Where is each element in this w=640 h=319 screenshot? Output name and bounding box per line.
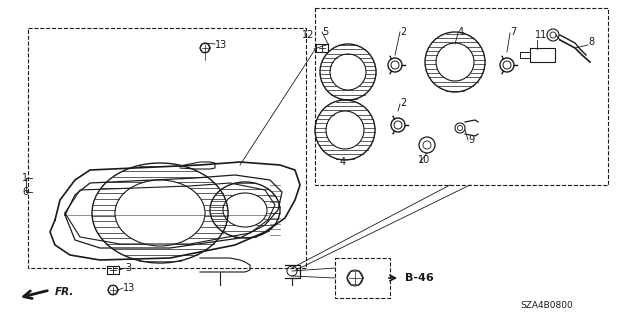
Text: 3: 3 <box>125 263 131 273</box>
Text: 6: 6 <box>22 187 28 197</box>
Text: 4: 4 <box>458 27 464 37</box>
Text: 4: 4 <box>340 157 346 167</box>
Text: SZA4B0800: SZA4B0800 <box>520 300 573 309</box>
Text: 2: 2 <box>400 98 406 108</box>
Text: 13: 13 <box>215 40 227 50</box>
Text: 5: 5 <box>322 27 328 37</box>
Text: 11: 11 <box>535 30 547 40</box>
Text: FR.: FR. <box>55 287 74 297</box>
Text: 9: 9 <box>468 135 474 145</box>
Text: 10: 10 <box>418 155 430 165</box>
Text: 2: 2 <box>400 27 406 37</box>
Text: 7: 7 <box>510 27 516 37</box>
Text: 13: 13 <box>123 283 135 293</box>
Text: 1: 1 <box>22 173 28 183</box>
Text: 8: 8 <box>588 37 594 47</box>
Text: 12: 12 <box>302 30 314 40</box>
Text: B-46: B-46 <box>405 273 434 283</box>
